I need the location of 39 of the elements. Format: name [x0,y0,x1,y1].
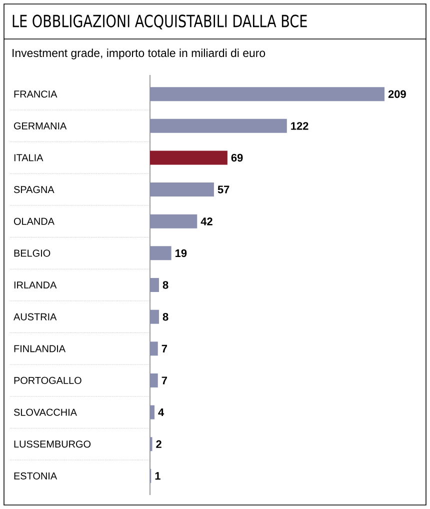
data-label: 2 [156,440,162,448]
bar [150,310,159,324]
data-label: 57 [218,186,230,194]
y-tick-label: BELGIO [14,250,50,257]
y-tick-label: FINLANDIA [14,345,66,352]
data-label: 209 [388,90,406,98]
bar [150,150,228,165]
data-label: 1 [155,472,160,480]
data-label: 7 [162,344,167,352]
y-tick-label: AUSTRIA [14,313,57,320]
bar [150,182,214,197]
bar [150,246,172,260]
y-tick-label: FRANCIA [14,90,58,98]
bar [150,214,198,228]
y-tick-label: IRLANDA [14,282,57,288]
data-label: 8 [162,312,168,321]
data-label: 19 [176,249,187,258]
chart-subtitle: Investment grade, importo totale in miliardi di euro [12,48,266,60]
data-label: 42 [200,218,212,226]
y-tick-label: GERMANIA [14,122,67,130]
bar [150,278,159,292]
y-tick-label: ITALIA [14,154,44,162]
chart-title: LE OBBLIGAZIONI ACQUISTABILI DALLA BCE [12,14,307,30]
data-label: 8 [162,281,168,289]
y-tick-label: OLANDA [14,218,54,225]
bar [150,405,154,420]
bar [150,373,158,388]
y-tick-label: PORTOGALLO [14,376,82,384]
y-tick-label: SLOVACCHIA [14,408,77,416]
y-tick-label: LUSSEMBURGO [14,440,91,448]
y-tick-label: SPAGNA [14,186,54,194]
data-label: 69 [231,154,243,162]
data-label: 7 [162,376,167,384]
data-label: 4 [158,408,164,416]
bar [150,87,385,102]
bar [150,342,158,356]
y-tick-label: ESTONIA [14,472,58,480]
data-label: 122 [291,122,308,130]
bar [150,118,287,133]
